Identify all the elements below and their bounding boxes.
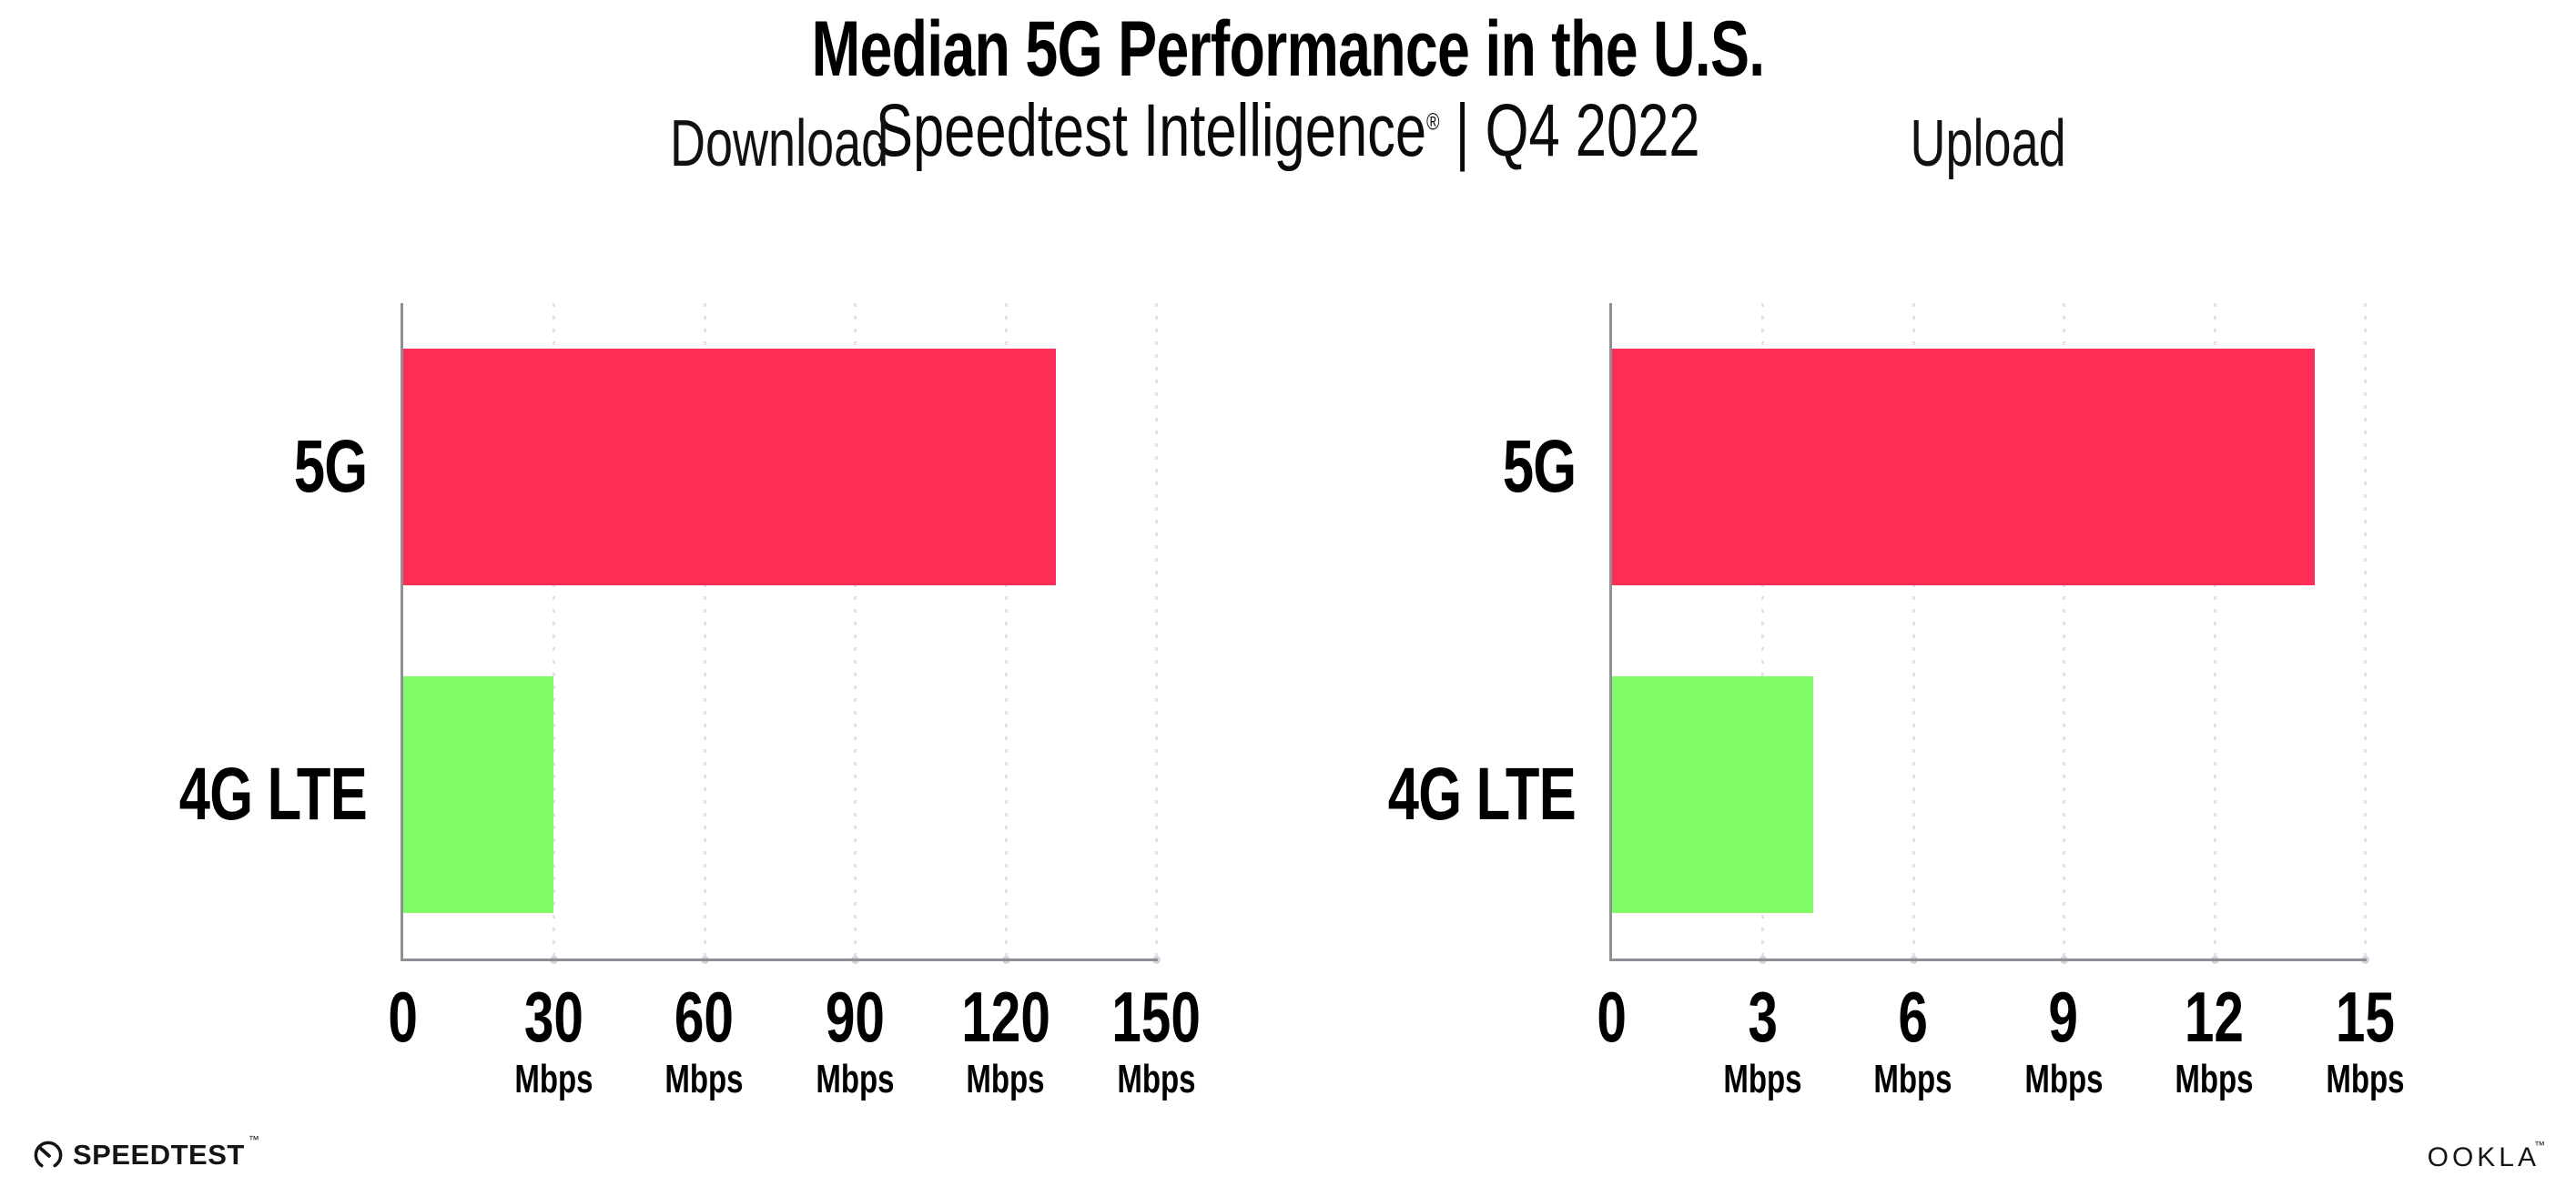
x-tick-value: 0 [1597,977,1628,1057]
x-tick-value: 3 [1748,977,1778,1057]
x-tick-unit: Mbps [2175,1057,2254,1101]
gridline-download-150 [1155,303,1158,959]
x-tick-upload-9: 9 Mbps [1986,981,2141,1100]
page-subtitle-text: Speedtest Intelligence® | Q4 2022 [876,94,1700,168]
gridline-upload-12 [2213,303,2216,959]
bar-download-4g-lte [403,676,554,913]
subtitle-period: | Q4 2022 [1439,89,1700,172]
x-tick-value: 12 [2185,977,2245,1057]
category-label-text: 4G LTE [1387,753,1577,836]
category-label-text: 5G [293,425,367,508]
category-label-text: 4G LTE [178,753,368,836]
x-tick-upload-3: 3 Mbps [1685,981,1840,1100]
x-tick-upload-6: 6 Mbps [1836,981,1991,1100]
x-tick-upload-12: 12 Mbps [2137,981,2292,1100]
chart-title-download: Download [403,111,1156,177]
x-tick-download-90: 90 Mbps [777,981,932,1100]
gridline-upload-6 [1912,303,1915,959]
x-tick-value: 6 [1898,977,1929,1057]
x-tick-download-0: 0 [326,981,481,1052]
category-label-5g: 5G [1321,303,1576,631]
category-label-5g: 5G [112,303,367,631]
x-tick-download-60: 60 Mbps [627,981,782,1100]
page-title-text: Median 5G Performance in the U.S. [811,5,1766,93]
x-tick-value: 150 [1111,977,1201,1057]
chart-title-upload: Upload [1612,111,2365,177]
x-tick-value: 30 [523,977,583,1057]
gridline-download-120 [1004,303,1008,959]
x-tick-unit: Mbps [2325,1057,2405,1101]
x-tick-unit: Mbps [664,1057,744,1101]
x-tick-value: 15 [2335,977,2395,1057]
x-axis-upload [1609,959,2367,961]
x-tick-unit: Mbps [514,1057,593,1101]
x-tick-value: 0 [388,977,419,1057]
x-tick-value: 90 [825,977,885,1057]
x-tick-unit: Mbps [1116,1057,1196,1101]
x-tick-upload-0: 0 [1535,981,1689,1052]
category-label-text: 5G [1502,425,1576,508]
gridline-download-60 [703,303,706,959]
x-tick-download-30: 30 Mbps [476,981,631,1100]
x-tick-download-150: 150 Mbps [1079,981,1233,1100]
bar-upload-5g [1612,349,2315,585]
x-tick-download-120: 120 Mbps [928,981,1083,1100]
x-axis-download [401,959,1158,961]
page-title: Median 5G Performance in the U.S. [0,10,2576,88]
gridline-upload-9 [2063,303,2066,959]
x-tick-unit: Mbps [2024,1057,2104,1101]
y-axis-upload [1609,303,1612,961]
speedtest-gauge-icon [34,1141,63,1170]
subtitle-brand: Speedtest Intelligence [876,89,1427,172]
gridline-download-90 [854,303,857,959]
speedtest-logo: SPEEDTEST ™ [33,1134,259,1176]
bar-upload-4g-lte [1612,676,1813,913]
x-tick-upload-15: 15 Mbps [2287,981,2442,1100]
page-subtitle: Speedtest Intelligence® | Q4 2022 [0,94,2576,168]
registered-mark: ® [1426,107,1440,136]
x-tick-unit: Mbps [966,1057,1045,1101]
x-tick-unit: Mbps [1873,1057,1952,1101]
y-axis-download [401,303,403,961]
bar-download-5g [403,349,1056,585]
x-tick-value: 60 [674,977,735,1057]
x-tick-value: 120 [960,977,1050,1057]
gridline-download-30 [553,303,556,959]
x-tick-value: 9 [2048,977,2079,1057]
ookla-wordmark: OOKLA [2427,1142,2540,1172]
gridline-upload-3 [1761,303,1765,959]
speedtest-wordmark: SPEEDTEST [73,1139,245,1171]
x-tick-unit: Mbps [1723,1057,1802,1101]
x-tick-unit: Mbps [816,1057,895,1101]
category-label-4g-lte: 4G LTE [1321,631,1577,959]
chart-title-text: Upload [1910,107,2067,180]
gridline-upload-15 [2364,303,2367,959]
chart-title-text: Download [670,107,889,180]
category-label-4g-lte: 4G LTE [112,631,368,959]
ookla-logo: OOKLA ™ [2427,1139,2545,1172]
